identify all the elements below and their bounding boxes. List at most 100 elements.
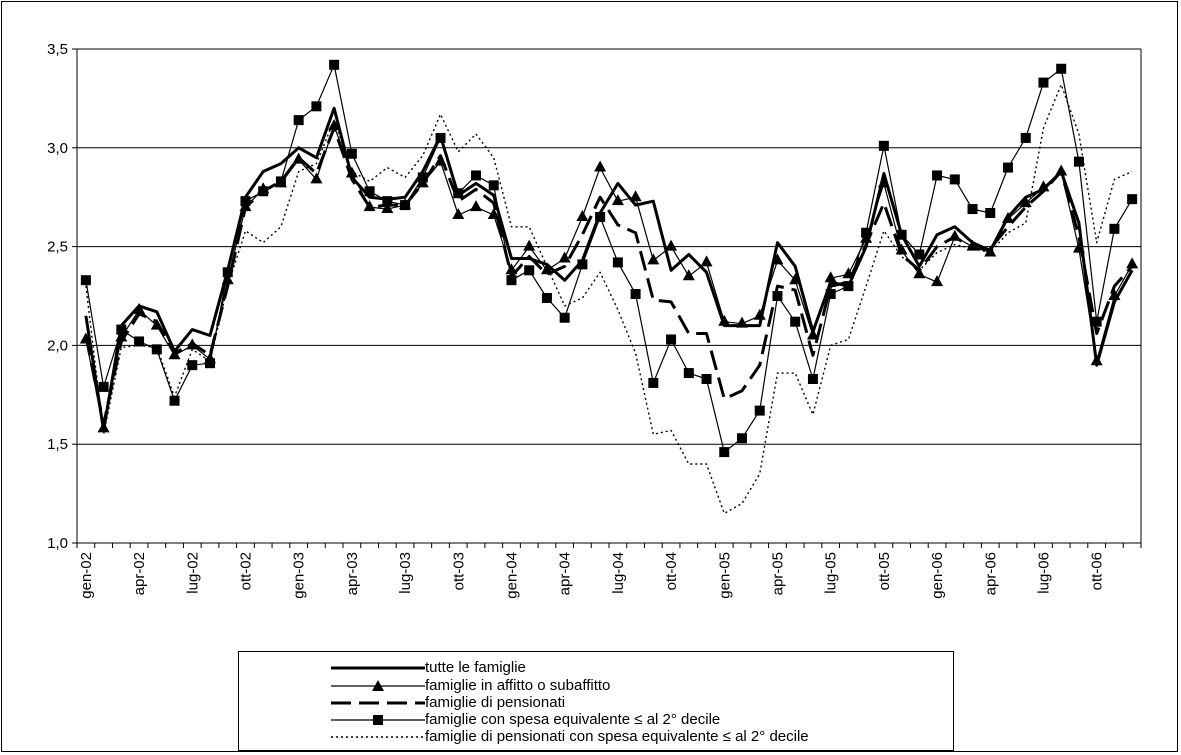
triangle-marker — [292, 152, 305, 164]
square-marker — [595, 211, 606, 222]
square-marker — [754, 405, 765, 416]
triangle-marker — [186, 338, 199, 350]
x-tick-label: lug-04 — [610, 552, 627, 594]
x-tick-label: gen-04 — [503, 552, 520, 599]
triangle-marker — [594, 160, 607, 172]
x-tick-label: lug-05 — [823, 552, 840, 594]
series-line-2 — [85, 125, 1133, 429]
triangle-marker — [966, 239, 979, 251]
x-tick-label: lug-06 — [1035, 552, 1052, 594]
series-line-3 — [84, 126, 1134, 426]
triangle-marker — [523, 239, 536, 251]
square-marker — [98, 381, 109, 392]
square-marker — [967, 204, 978, 215]
square-marker — [630, 289, 641, 300]
triangle-marker — [895, 243, 908, 255]
square-marker — [1109, 223, 1120, 234]
square-marker — [896, 229, 907, 240]
square-marker — [222, 267, 233, 278]
square-marker — [417, 172, 428, 183]
triangle-marker — [470, 200, 482, 212]
legend-swatch-dashed — [331, 701, 425, 705]
square-marker — [701, 373, 712, 384]
square-marker — [737, 433, 747, 444]
triangle-marker — [310, 172, 323, 184]
x-tick-label: apr-02 — [131, 552, 148, 595]
x-tick-label: gen-02 — [78, 552, 95, 599]
square-marker — [205, 358, 215, 369]
triangle-marker — [540, 263, 553, 275]
triangle-marker — [452, 207, 465, 219]
x-tick-label: lug-02 — [184, 552, 201, 594]
square-marker — [932, 170, 943, 181]
square-marker — [577, 259, 588, 270]
triangle-marker — [931, 275, 944, 287]
legend-item-famiglie-di-pensionati: famiglie di pensionati — [239, 694, 955, 712]
square-marker — [187, 360, 198, 371]
square-marker — [1073, 156, 1084, 167]
legend: tutte le famiglie famiglie in affitto o … — [238, 651, 954, 751]
x-tick-label: ott-03 — [450, 552, 467, 590]
y-tick-label: 2,0 — [47, 337, 68, 354]
x-tick-label: apr-06 — [982, 552, 999, 595]
square-marker — [506, 275, 517, 286]
triangle-marker — [682, 269, 695, 281]
square-marker — [914, 249, 925, 260]
series-line-4 — [85, 64, 1133, 453]
square-marker — [878, 140, 889, 151]
legend-item-tutte-le-famiglie: tutte le famiglie — [239, 659, 955, 677]
square-marker — [258, 186, 269, 197]
legend-swatch-dotted — [331, 736, 425, 738]
triangle-marker — [558, 251, 571, 263]
triangle-marker — [150, 318, 163, 330]
square-marker — [719, 447, 730, 458]
triangle-marker — [611, 194, 624, 206]
triangle-marker — [700, 255, 713, 267]
y-tick-label: 3,5 — [47, 41, 68, 58]
x-tick-label: ott-04 — [663, 552, 680, 590]
square-marker — [435, 132, 446, 143]
square-marker — [329, 59, 340, 70]
triangle-marker — [576, 209, 589, 221]
square-marker — [807, 373, 818, 384]
triangle-marker — [665, 239, 678, 251]
square-marker — [311, 101, 322, 112]
square-marker — [1056, 63, 1067, 74]
triangle-marker — [505, 263, 518, 275]
triangle-marker — [381, 202, 394, 214]
legend-swatch-square — [331, 715, 425, 725]
x-tick-label: gen-03 — [291, 552, 308, 599]
triangle-marker — [434, 154, 447, 166]
square-marker — [825, 289, 836, 300]
triangle-marker — [1037, 180, 1050, 192]
triangle-marker — [487, 207, 500, 219]
square-marker — [240, 196, 251, 207]
square-marker — [346, 148, 357, 159]
square-marker — [1127, 194, 1138, 205]
x-tick-label: apr-03 — [344, 552, 361, 595]
square-marker — [151, 344, 162, 355]
legend-label: famiglie con spesa equivalente ≤ al 2° d… — [425, 711, 721, 728]
triangle-marker — [629, 190, 642, 202]
triangle-marker — [647, 253, 660, 265]
square-marker — [683, 368, 694, 379]
square-marker — [293, 115, 304, 126]
legend-swatch-triangle — [331, 680, 425, 691]
triangle-marker — [1126, 257, 1139, 269]
y-tick-label: 1,0 — [47, 535, 68, 552]
x-tick-label: ott-02 — [237, 552, 254, 590]
legend-item-famiglie-con-spesa: famiglie con spesa equivalente ≤ al 2° d… — [239, 711, 955, 729]
square-marker — [666, 334, 677, 345]
square-marker — [985, 208, 996, 219]
square-marker — [524, 265, 535, 276]
triangle-marker — [948, 229, 961, 241]
square-marker — [80, 275, 91, 286]
square-marker — [453, 188, 464, 199]
legend-swatch-thick-solid — [331, 666, 425, 670]
x-tick-label: gen-05 — [716, 552, 733, 599]
square-marker — [364, 186, 375, 197]
triangle-marker — [1019, 196, 1032, 208]
legend-item-pensionati-con-spesa: famiglie di pensionati con spesa equival… — [239, 728, 955, 746]
square-marker — [1091, 316, 1102, 327]
square-marker — [648, 377, 659, 388]
